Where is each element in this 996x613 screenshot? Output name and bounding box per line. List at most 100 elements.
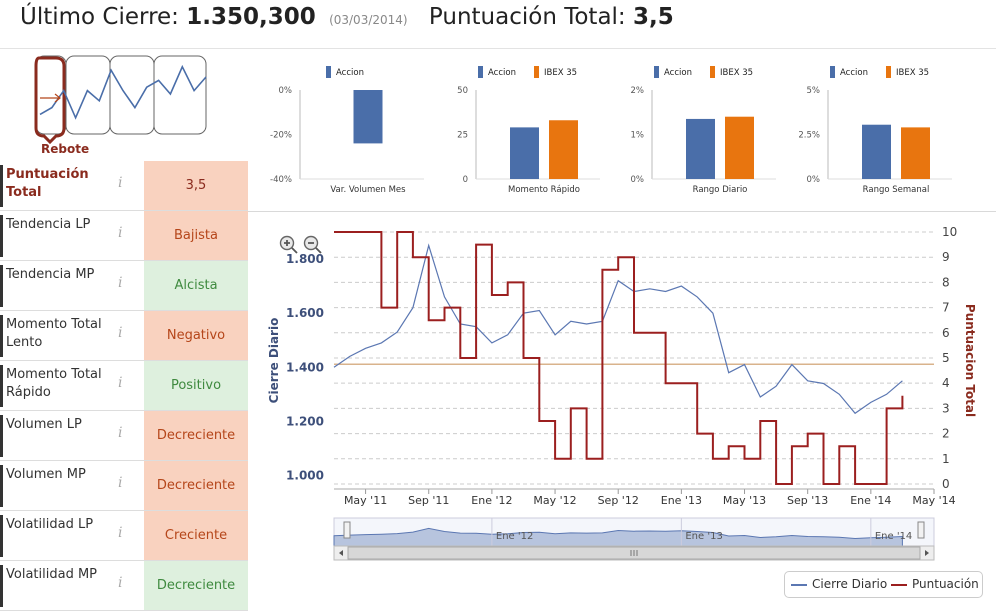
metric-value: Creciente [144, 511, 248, 560]
y-tick: 1.800 [286, 252, 324, 266]
mini-ytick: 0% [631, 175, 645, 185]
mini-bar [725, 116, 754, 179]
mini-title: Var. Volumen Mes [330, 185, 406, 195]
x-tick: Ene '14 [850, 494, 891, 507]
metric-marker [0, 165, 3, 207]
metric-value: 3,5 [144, 161, 248, 210]
mini-bar [510, 127, 539, 179]
metric-value: Decreciente [144, 411, 248, 460]
pattern-cell [153, 55, 207, 135]
metric-marker [0, 315, 3, 357]
metric-name: Momento Total Lento [6, 317, 102, 350]
legend-item-cierre[interactable]: Cierre Diario [791, 577, 887, 591]
metric-marker [0, 265, 3, 307]
puntuacion-value: 3,5 [633, 4, 674, 30]
mini-ytick: -20% [270, 131, 292, 141]
mini-bar [862, 124, 891, 179]
info-icon[interactable]: i [118, 225, 123, 241]
navigator-handle-left[interactable] [343, 521, 351, 539]
mini-legend-swatch [830, 66, 835, 78]
metric-marker [0, 565, 3, 607]
y-tick: 1.600 [286, 306, 324, 320]
metric-value: Positivo [144, 361, 248, 410]
mini-ytick: 2% [631, 86, 645, 96]
y-tick: 1.000 [286, 468, 324, 482]
y2-tick: 10 [942, 225, 957, 239]
rebote-marker [34, 56, 66, 145]
y2-tick: 2 [942, 427, 950, 441]
pattern-line [39, 64, 207, 120]
scroll-left-icon[interactable] [339, 550, 343, 556]
navigator-series [333, 527, 903, 547]
mini-ytick: 2.5% [798, 131, 820, 141]
y-tick: 1.400 [286, 360, 324, 374]
mini-ytick: 0% [279, 86, 293, 96]
info-icon[interactable]: i [118, 375, 123, 391]
x-tick: May '13 [723, 494, 766, 507]
mini-bar [353, 90, 383, 144]
metric-value: Alcista [144, 261, 248, 310]
mini-legend-label: Accion [840, 68, 868, 78]
mini-legend-label: Accion [336, 68, 364, 78]
metric-value: Negativo [144, 311, 248, 360]
zoom-in-icon[interactable] [279, 235, 298, 254]
y2-tick: 7 [942, 301, 950, 315]
x-tick: May '11 [344, 494, 387, 507]
header: Último Cierre: 1.350,300 (03/03/2014) Pu… [0, 0, 996, 49]
y2-tick: 5 [942, 351, 950, 365]
mini-legend-swatch [654, 66, 659, 78]
scroll-right-icon[interactable] [925, 550, 929, 556]
x-tick: Ene '13 [661, 494, 702, 507]
info-icon[interactable]: i [118, 325, 123, 341]
zoom-in-glyph [284, 240, 298, 254]
x-tick: May '12 [533, 494, 576, 507]
mini-ytick: 0 [463, 175, 468, 185]
info-icon[interactable]: i [118, 275, 123, 291]
metric-row: Tendencia MP i Alcista [0, 261, 248, 311]
zoom-out-icon[interactable] [303, 235, 322, 254]
mini-chart-4: 5% 2.5% 0% Rango Semanal Accion IBEX 35 [798, 66, 952, 195]
pattern-cell [109, 55, 155, 135]
mini-legend-swatch [478, 66, 483, 78]
info-icon[interactable]: i [118, 525, 123, 541]
mini-legend-swatch [886, 66, 891, 78]
navigator-tick: Ene '13 [685, 531, 722, 542]
mini-ytick: 0% [807, 175, 821, 185]
metric-row: Momento Total Lento i Negativo [0, 311, 248, 361]
metric-marker [0, 215, 3, 257]
mini-legend-label: IBEX 35 [720, 68, 753, 78]
mini-ytick: -40% [270, 175, 292, 185]
pattern-label: Rebote [41, 142, 89, 156]
metric-row: Volatilidad MP i Decreciente [0, 561, 248, 611]
zoom-out-glyph [308, 242, 322, 254]
mini-ytick: 25 [457, 131, 468, 141]
metric-name: Puntuación Total [6, 167, 89, 200]
x-tick: Ene '12 [471, 494, 512, 507]
info-icon[interactable]: i [118, 175, 123, 191]
mini-ytick: 5% [807, 86, 821, 96]
metric-value: Bajista [144, 211, 248, 260]
info-icon[interactable]: i [118, 425, 123, 441]
mini-legend-swatch [534, 66, 539, 78]
info-icon[interactable]: i [118, 475, 123, 491]
y2-tick: 6 [942, 326, 950, 340]
navigator-handle-right[interactable] [917, 521, 925, 539]
mini-chart-2: 50 25 0 Momento Rápido Accion IBEX 35 [457, 66, 600, 195]
mini-bar [686, 118, 715, 179]
metric-name: Volatilidad LP [6, 517, 94, 532]
cierre-line [333, 243, 903, 415]
navigator-tick: Ene '12 [496, 531, 533, 542]
metric-row: Tendencia LP i Bajista [0, 211, 248, 261]
legend-label-cierre: Cierre Diario [812, 577, 888, 591]
info-icon[interactable]: i [118, 575, 123, 591]
y2-axis-label: Puntuacion Total [963, 304, 977, 417]
pattern-cell [65, 55, 111, 135]
mini-legend-label: IBEX 35 [544, 68, 577, 78]
legend-item-puntuacion[interactable]: Puntuación [891, 577, 979, 591]
mini-charts-panel: 0% -20% -40% Var. Volumen Mes Accion 50 25 0 Mom… [270, 66, 952, 195]
mini-ytick: 50 [457, 86, 468, 96]
mini-legend-label: IBEX 35 [896, 68, 929, 78]
puntuacion-label: Puntuación Total: [428, 4, 626, 30]
metric-marker [0, 515, 3, 557]
y2-tick: 9 [942, 250, 950, 264]
